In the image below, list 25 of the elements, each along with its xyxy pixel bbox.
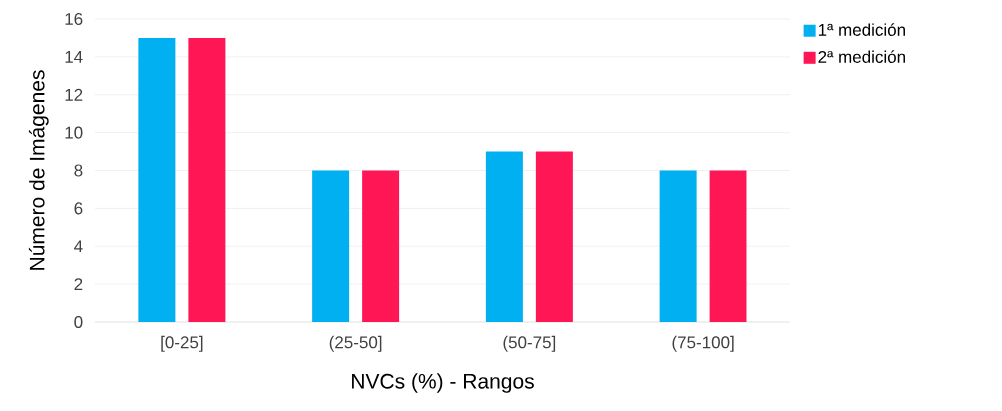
y-tick-label: 2 (74, 278, 83, 291)
x-tick-label: (25-50] (329, 335, 382, 352)
y-tick-label: 0 (74, 315, 83, 329)
bar (188, 37, 226, 322)
y-tick-label: 8 (74, 164, 83, 177)
x-tick-label: (50-75] (503, 335, 556, 352)
y-tick-label: 14 (65, 51, 83, 63)
legend-label: 1ª medición (818, 23, 905, 36)
y-tick-label: 12 (65, 88, 83, 101)
bar (485, 151, 523, 322)
y-tick-label: 16 (65, 12, 83, 26)
bar (362, 170, 400, 322)
legend-label: 2ª medición (818, 50, 905, 63)
y-tick-label: 6 (74, 202, 83, 215)
y-tick-label: 10 (65, 126, 83, 139)
bar (659, 170, 697, 322)
bar (709, 170, 747, 322)
bar (535, 151, 573, 322)
x-tick-label: [0-25] (161, 335, 203, 352)
y-axis-title: Número de Imágenes (28, 70, 49, 270)
x-axis-title: NVCs (%) - Rangos (352, 373, 534, 393)
bar (312, 170, 350, 322)
y-tick-label: 4 (74, 240, 83, 253)
x-tick-label: (75-100] (672, 335, 734, 352)
bar (138, 37, 176, 322)
